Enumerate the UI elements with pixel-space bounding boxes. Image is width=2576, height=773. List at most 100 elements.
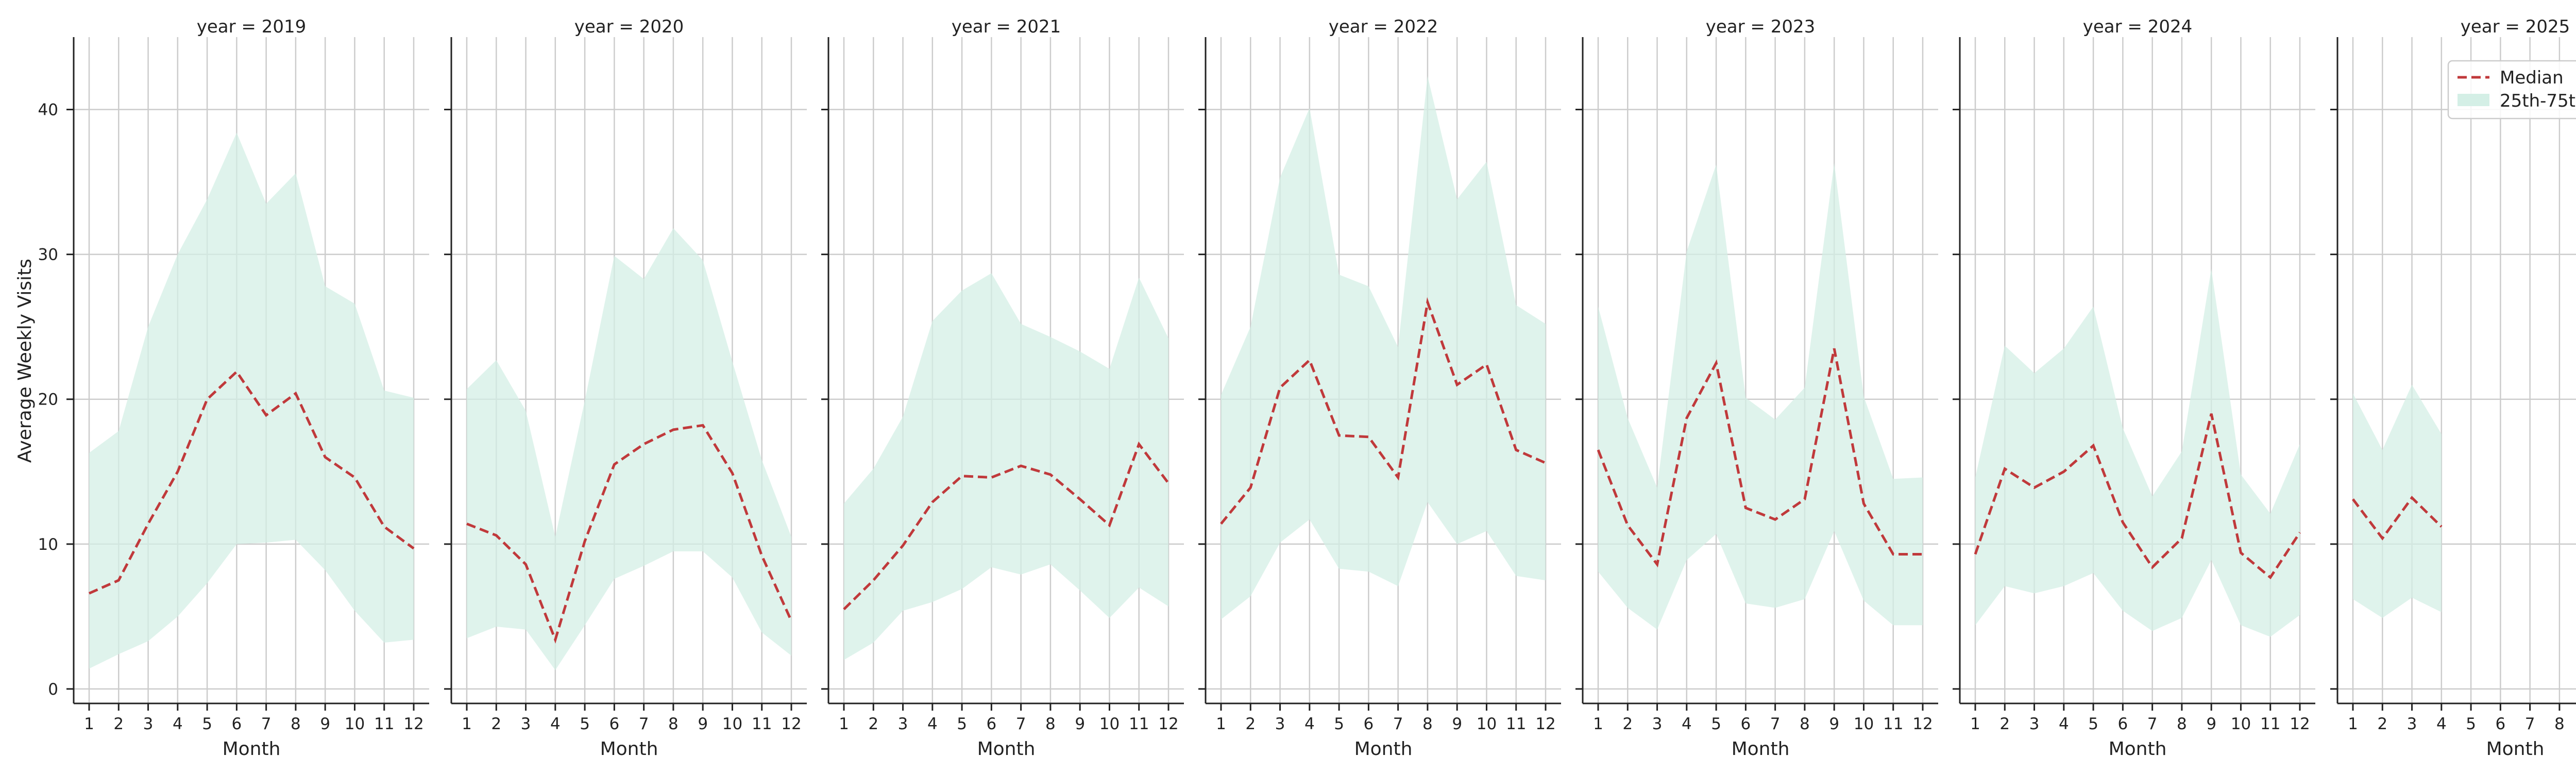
x-tick-label: 8	[291, 715, 301, 733]
x-tick-label: 2	[113, 715, 124, 733]
x-tick-label: 9	[1452, 715, 1462, 733]
legend-band-label: 25th-75th Percentile	[2500, 91, 2576, 111]
x-tick-label: 5	[202, 715, 212, 733]
x-tick-label: 4	[2059, 715, 2069, 733]
x-tick-label: 8	[2177, 715, 2187, 733]
x-tick-label: 6	[1363, 715, 1374, 733]
x-tick-label: 10	[1854, 715, 1874, 733]
x-tick-label: 6	[1740, 715, 1751, 733]
x-tick-label: 3	[898, 715, 908, 733]
x-tick-label: 11	[374, 715, 394, 733]
x-tick-label: 9	[1075, 715, 1085, 733]
x-tick-label: 6	[231, 715, 242, 733]
x-tick-label: 8	[1045, 715, 1056, 733]
x-tick-label: 8	[2554, 715, 2565, 733]
x-tick-label: 3	[1652, 715, 1663, 733]
median-line	[88, 369, 415, 595]
median-line	[2352, 496, 2443, 541]
x-tick-label: 3	[2407, 715, 2417, 733]
x-tick-label: 2	[2377, 715, 2387, 733]
x-tick-label: 12	[781, 715, 801, 733]
legend-median-label: Median	[2500, 68, 2564, 88]
x-tick-label: 2	[868, 715, 878, 733]
percentile-band	[1975, 268, 2300, 637]
x-tick-label: 8	[1800, 715, 1810, 733]
x-tick-label: 10	[2231, 715, 2251, 733]
x-axis-title: Month	[223, 738, 281, 760]
x-tick-label: 6	[2495, 715, 2505, 733]
x-tick-label: 9	[698, 715, 708, 733]
panel-title: year = 2019	[197, 16, 306, 37]
percentile-band	[2353, 384, 2442, 618]
x-tick-label: 8	[668, 715, 679, 733]
percentile-band	[1598, 163, 1923, 630]
x-tick-label: 6	[2117, 715, 2128, 733]
x-tick-label: 1	[1970, 715, 1980, 733]
x-tick-label: 9	[320, 715, 330, 733]
x-tick-label: 7	[261, 715, 272, 733]
x-tick-label: 12	[403, 715, 423, 733]
panel-title: year = 2023	[1706, 16, 1815, 37]
x-tick-label: 1	[462, 715, 472, 733]
x-tick-label: 2	[491, 715, 501, 733]
x-tick-label: 12	[1158, 715, 1178, 733]
x-tick-label: 1	[1593, 715, 1603, 733]
x-tick-label: 2	[1999, 715, 2010, 733]
x-tick-label: 6	[609, 715, 619, 733]
x-tick-label: 10	[722, 715, 742, 733]
median-line	[1220, 297, 1547, 525]
x-tick-label: 12	[1912, 715, 1933, 733]
y-tick-label: 10	[38, 535, 58, 554]
x-tick-label: 4	[173, 715, 183, 733]
x-tick-label: 7	[2525, 715, 2535, 733]
x-tick-label: 4	[1304, 715, 1315, 733]
x-tick-label: 4	[550, 715, 561, 733]
x-tick-label: 6	[986, 715, 996, 733]
percentile-band	[467, 228, 791, 670]
x-tick-label: 12	[2290, 715, 2310, 733]
y-tick-label: 30	[38, 246, 58, 264]
y-tick-label: 20	[38, 391, 58, 409]
x-tick-label: 10	[1099, 715, 1120, 733]
x-tick-label: 1	[1216, 715, 1226, 733]
x-tick-label: 1	[839, 715, 849, 733]
median-line	[1597, 348, 1923, 568]
x-tick-label: 5	[1334, 715, 1344, 733]
x-tick-label: 4	[927, 715, 938, 733]
x-tick-label: 12	[1535, 715, 1555, 733]
y-tick-label: 40	[38, 101, 58, 120]
x-tick-label: 5	[957, 715, 967, 733]
x-tick-label: 1	[84, 715, 94, 733]
x-tick-label: 7	[1393, 715, 1403, 733]
x-tick-label: 4	[2436, 715, 2447, 733]
median-line	[1974, 413, 2301, 580]
x-tick-label: 7	[639, 715, 649, 733]
panel-title: year = 2025	[2461, 16, 2570, 37]
x-axis-title: Month	[2486, 738, 2545, 760]
percentile-band	[89, 132, 414, 669]
x-tick-label: 8	[1422, 715, 1433, 733]
x-tick-label: 11	[1883, 715, 1903, 733]
x-tick-label: 3	[2029, 715, 2040, 733]
panel-title: year = 2022	[1329, 16, 1438, 37]
x-tick-label: 9	[1829, 715, 1839, 733]
x-tick-label: 3	[143, 715, 154, 733]
panel-title: year = 2020	[574, 16, 684, 37]
median-line	[843, 441, 1170, 611]
x-axis-title: Month	[2109, 738, 2167, 760]
x-tick-label: 11	[1506, 715, 1526, 733]
percentile-band	[1221, 76, 1546, 619]
x-tick-label: 11	[2260, 715, 2280, 733]
x-tick-label: 2	[1245, 715, 1256, 733]
x-tick-label: 4	[1682, 715, 1692, 733]
y-axis-title: Average Weekly Visits	[14, 259, 36, 463]
x-tick-label: 11	[752, 715, 772, 733]
x-tick-label: 5	[2088, 715, 2098, 733]
